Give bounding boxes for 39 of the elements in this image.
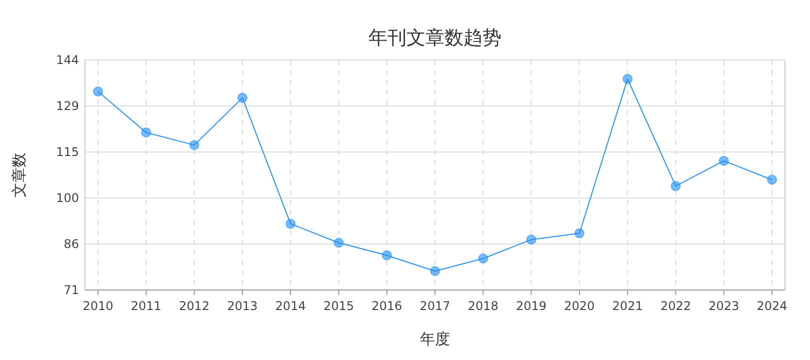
x-tick-label: 2021	[612, 299, 643, 313]
x-tick-label: 2023	[708, 299, 740, 313]
point	[430, 266, 440, 276]
x-tick-label: 2013	[227, 299, 258, 313]
x-tick-label: 2022	[660, 299, 691, 313]
chart-title: 年刊文章数趋势	[368, 27, 502, 49]
point	[622, 74, 633, 84]
x-tick-label: 2024	[756, 299, 788, 313]
point	[334, 238, 344, 248]
point	[767, 174, 777, 185]
x-tick-label: 2016	[372, 299, 402, 313]
x-tick-label: 2018	[468, 299, 498, 313]
y-tick-label: 129	[56, 99, 79, 113]
point	[286, 218, 296, 229]
x-tick-label: 2012	[179, 299, 210, 313]
y-tick-label: 100	[56, 191, 79, 205]
x-tick-label: 2019	[516, 299, 547, 313]
y-tick-label: 115	[56, 145, 79, 159]
y-tick-label: 71	[64, 283, 79, 297]
point	[237, 92, 248, 103]
point	[526, 234, 536, 245]
x-tick-label: 2015	[323, 299, 354, 313]
point	[141, 127, 152, 138]
point	[574, 228, 584, 238]
y-tick-label: 144	[56, 53, 79, 67]
x-tick-label: 2020	[564, 299, 595, 313]
point	[382, 250, 392, 260]
point	[670, 181, 681, 192]
x-tick-label: 2010	[82, 299, 114, 313]
y-axis-title: 文章数	[10, 152, 28, 198]
x-tick-label: 2011	[130, 299, 162, 313]
point	[189, 140, 200, 150]
point	[718, 156, 729, 166]
x-tick-label: 2017	[420, 299, 450, 313]
point	[93, 86, 103, 97]
y-tick-label: 86	[64, 237, 79, 251]
x-tick-label: 2014	[275, 299, 306, 313]
point	[478, 253, 488, 264]
x-axis-title: 年度	[420, 330, 450, 348]
